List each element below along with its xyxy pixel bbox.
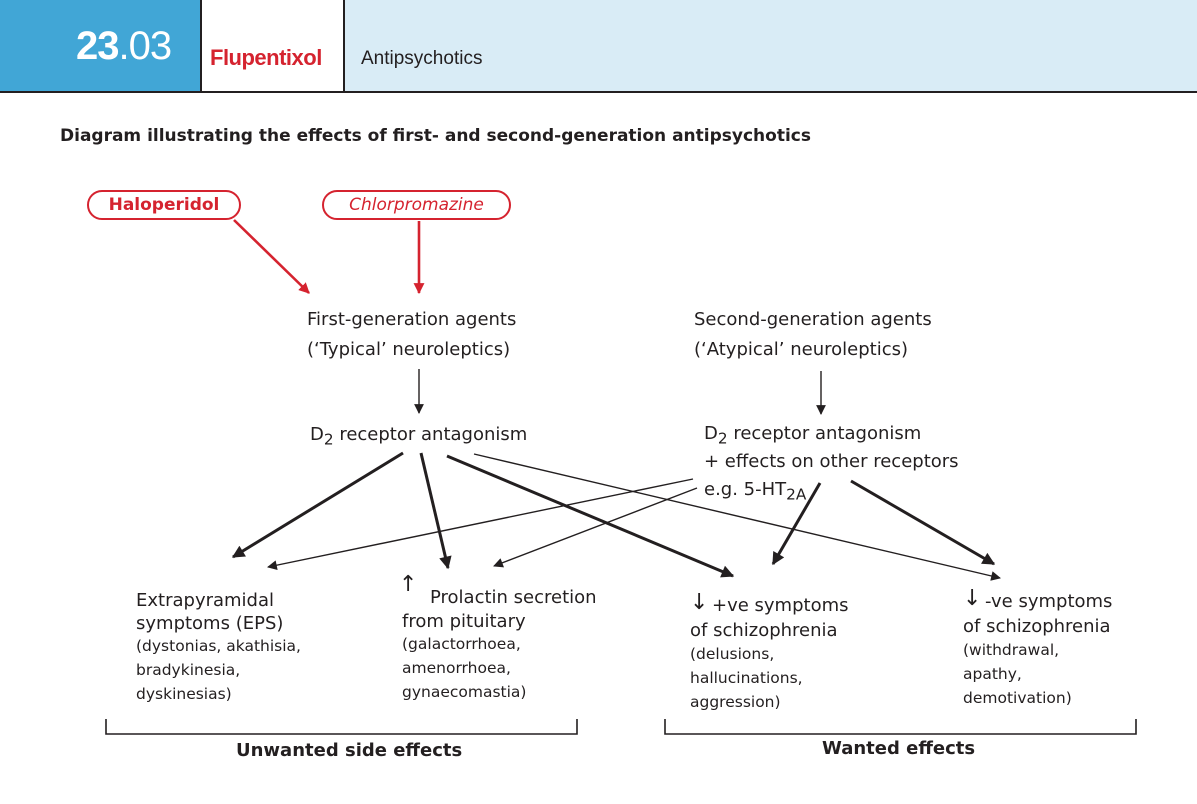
typical-to-negative-arrow: [473, 453, 1001, 581]
second-gen-mechanism: D2 receptor antagonism: [704, 419, 921, 448]
second-gen-mechanism-line3: e.g. 5-HT2A: [704, 475, 806, 504]
typical-to-prolactin-arrow: [419, 452, 452, 570]
wanted-bracket: [664, 719, 1137, 735]
negative-detail: apathy,: [963, 665, 1022, 683]
atypical-to-positive-arrow: [771, 482, 822, 566]
eps-title-line2: symptoms (EPS): [136, 613, 284, 634]
positive-detail: aggression): [690, 693, 781, 711]
haloperidol-pill: Haloperidol: [87, 190, 241, 220]
first-gen-agents-label: First-generation agents: [307, 309, 517, 330]
first-gen-typical-label: (‘Typical’ neuroleptics): [307, 339, 511, 360]
diagram-title: Diagram illustrating the effects of firs…: [60, 126, 811, 146]
typical-to-positive-arrow: [446, 454, 735, 578]
eps-detail: dyskinesias): [136, 685, 232, 703]
section-number-major: 23: [76, 24, 119, 68]
down-arrow-icon: ↓: [690, 590, 709, 615]
second-gen-mechanism-line2: + effects on other receptors: [704, 451, 959, 472]
eps-detail: (dystonias, akathisia,: [136, 637, 301, 655]
positive-detail: hallucinations,: [690, 669, 803, 687]
negative-symptoms-line1: -ve symptoms: [985, 591, 1113, 612]
atypical-to-negative-arrow: [850, 479, 996, 566]
prolactin-title-line1: Prolactin secretion: [430, 587, 597, 608]
second-gen-mechanism-prefix: D: [704, 423, 718, 444]
negative-symptoms-line2: of schizophrenia: [963, 616, 1111, 637]
second-gen-atypical-label: (‘Atypical’ neuroleptics): [694, 339, 909, 360]
atypical-to-eps-arrow: [267, 478, 694, 571]
header-rule: [0, 91, 1197, 93]
header-divider: [200, 0, 202, 93]
eps-detail: bradykinesia,: [136, 661, 241, 679]
positive-symptoms-line1: +ve symptoms: [712, 595, 849, 616]
up-arrow-icon: ↑: [399, 572, 418, 597]
prolactin-title-line2: from pituitary: [402, 611, 526, 632]
positive-symptoms-line2: of schizophrenia: [690, 620, 838, 641]
drug-category-label: Antipsychotics: [344, 0, 1197, 93]
second-gen-mechanism-text: receptor antagonism: [727, 423, 922, 444]
first-gen-mechanism-subscript: 2: [323, 430, 334, 449]
eps-title-line1: Extrapyramidal: [136, 590, 275, 611]
unwanted-bracket: [105, 719, 578, 735]
first-gen-mechanism-text: receptor antagonism: [333, 424, 528, 445]
section-number-minor: .03: [118, 24, 173, 68]
chlorpromazine-pill: Chlorpromazine: [322, 190, 511, 220]
prolactin-detail: (galactorrhoea,: [402, 635, 521, 653]
typical-to-eps-arrow: [231, 451, 404, 559]
second-gen-mechanism-subscript: 2: [717, 429, 728, 448]
prolactin-detail: amenorrhoea,: [402, 659, 511, 677]
negative-detail: demotivation): [963, 689, 1072, 707]
prolactin-detail: gynaecomastia): [402, 683, 527, 701]
drug-name-label: Flupentixol: [201, 0, 344, 93]
second-gen-agents-label: Second-generation agents: [694, 309, 932, 330]
second-gen-mechanism-line3-subscript: 2A: [786, 485, 807, 504]
positive-detail: (delusions,: [690, 645, 775, 663]
wanted-effects-label: Wanted effects: [822, 738, 976, 759]
down-arrow-icon: ↓: [963, 586, 982, 611]
atypical-to-prolactin-arrow: [493, 487, 698, 568]
second-gen-mechanism-line3-text: e.g. 5-HT: [704, 479, 787, 500]
first-gen-mechanism: D2 receptor antagonism: [310, 420, 527, 449]
first-gen-mechanism-prefix: D: [310, 424, 324, 445]
section-number: 23.03: [0, 0, 201, 93]
header-divider: [343, 0, 345, 93]
negative-detail: (withdrawal,: [963, 641, 1060, 659]
unwanted-effects-label: Unwanted side effects: [236, 740, 463, 761]
haloperidol-arrow: [233, 219, 310, 294]
